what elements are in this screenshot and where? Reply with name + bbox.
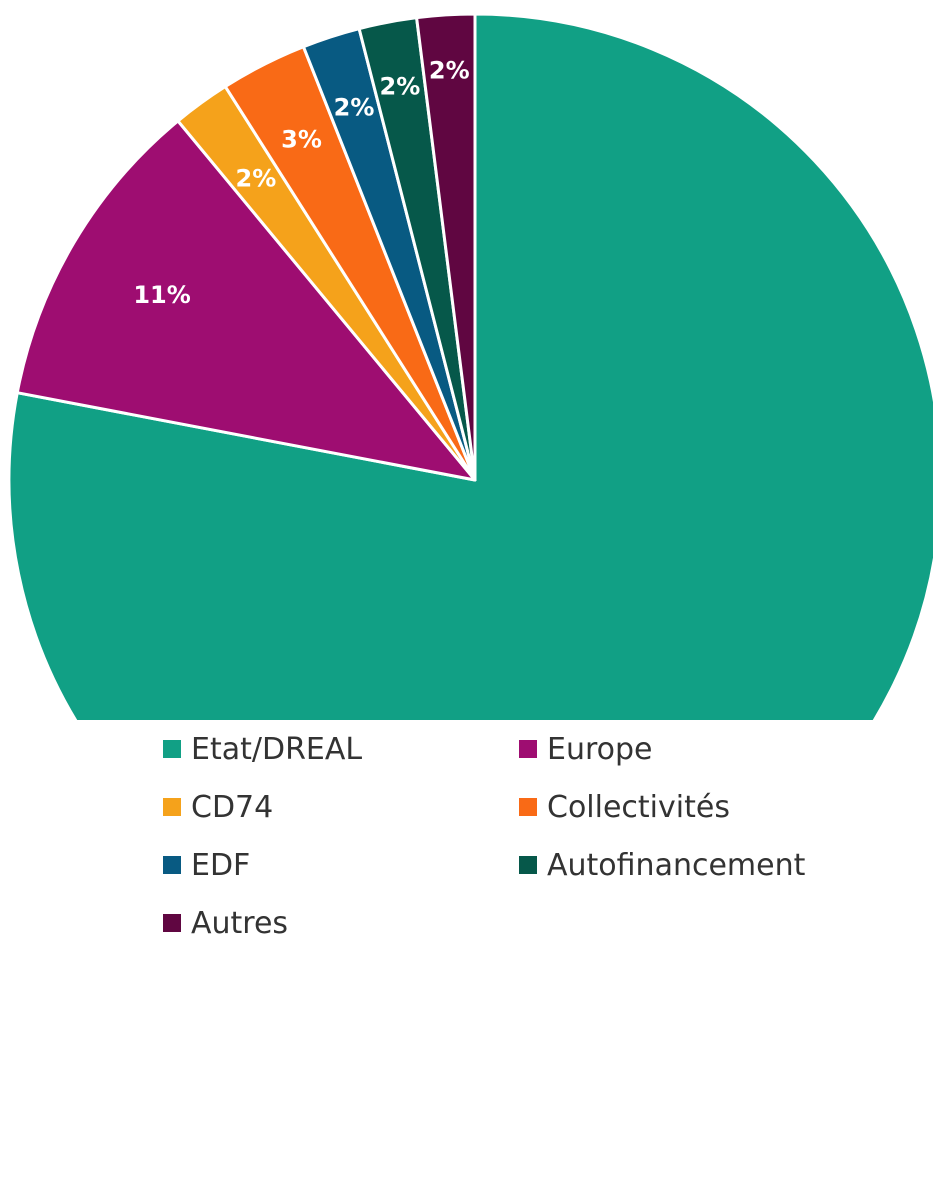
legend-label: Etat/DREAL — [191, 731, 363, 767]
legend-swatch — [163, 914, 181, 932]
legend-swatch — [163, 798, 181, 816]
legend-swatch — [519, 740, 537, 758]
data-label-autres: 2% — [429, 57, 470, 85]
chart-legend: Etat/DREAL Europe CD74 Collectivités EDF Auto… — [163, 726, 843, 946]
legend-item: Europe — [519, 726, 839, 772]
legend-swatch — [163, 740, 181, 758]
data-label-cd74: 2% — [236, 164, 277, 192]
legend-label: Collectivités — [547, 789, 730, 825]
data-label-autofinancement: 2% — [380, 72, 421, 100]
legend-swatch — [519, 798, 537, 816]
pie-slices — [7, 12, 933, 720]
pie-slice-etat-dreal — [7, 12, 933, 720]
pie-slice-autres — [415, 12, 477, 482]
legend-label: Europe — [547, 731, 653, 767]
legend-swatch — [163, 856, 181, 874]
legend-item: Autres — [163, 900, 519, 946]
legend-swatch — [519, 856, 537, 874]
legend-item: CD74 — [163, 784, 519, 830]
legend-item: Etat/DREAL — [163, 726, 519, 772]
legend-label: EDF — [191, 847, 251, 883]
pie-slice-europe — [15, 119, 477, 482]
legend-label: CD74 — [191, 789, 274, 825]
data-label-europe: 11% — [133, 281, 190, 309]
pie-data-labels: 78%11%2%3%2%2%2% — [133, 57, 470, 309]
data-label-collectivit-s: 3% — [281, 126, 322, 154]
legend-item: EDF — [163, 842, 519, 888]
legend-label: Autres — [191, 905, 289, 941]
legend-label: Autofinancement — [547, 847, 806, 883]
data-label-edf: 2% — [334, 94, 375, 122]
legend-item: Collectivités — [519, 784, 839, 830]
legend-item: Autofinancement — [519, 842, 839, 888]
pie-chart: 78%11%2%3%2%2%2% — [7, 12, 933, 720]
